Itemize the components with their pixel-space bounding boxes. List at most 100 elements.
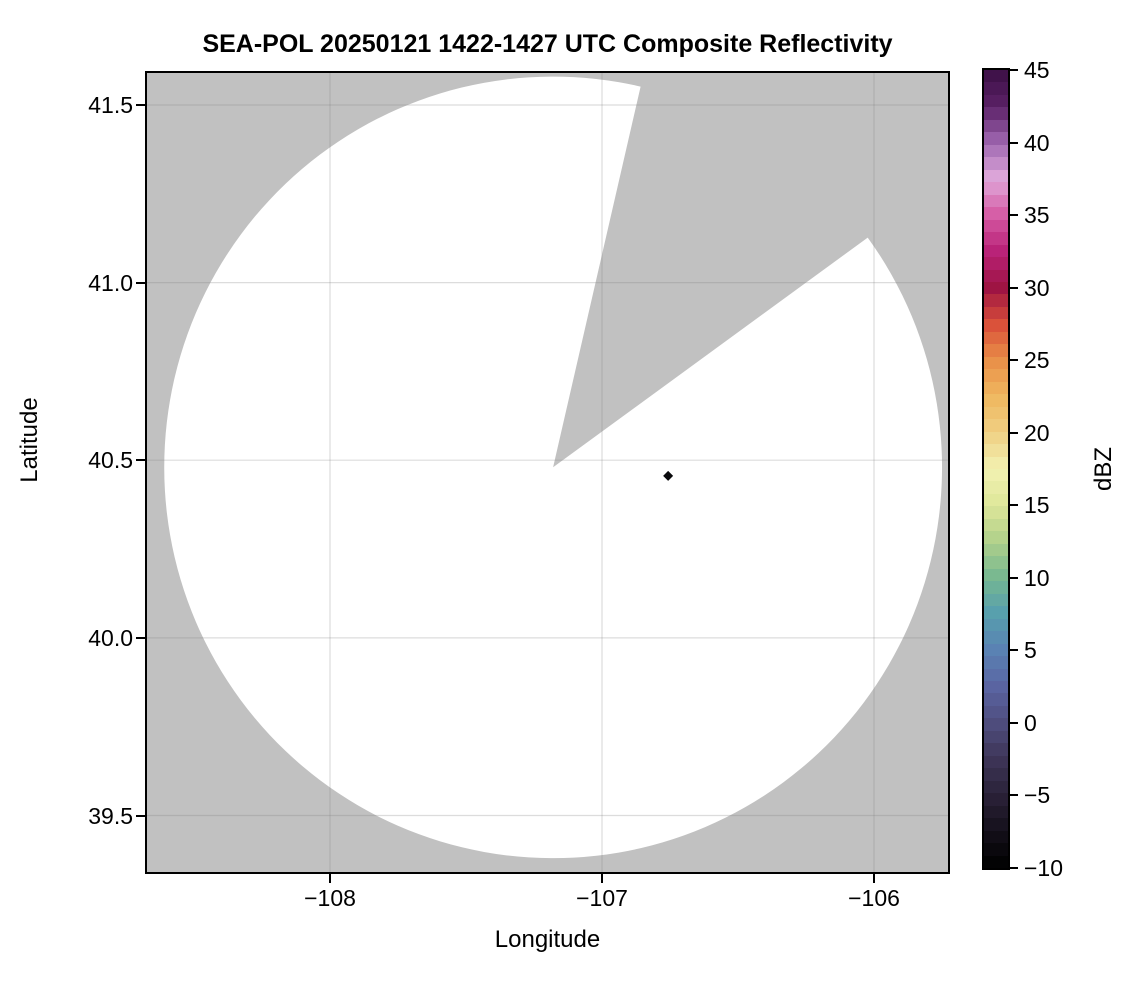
colorbar-label: dBZ [1090,446,1117,492]
colorbar-tick [1010,794,1018,797]
colorbar-band [984,306,1008,320]
colorbar-band [984,481,1008,494]
colorbar-band [984,556,1008,569]
colorbar-tick-label: 10 [1024,564,1050,591]
colorbar-tick [1010,867,1018,869]
colorbar-band [984,219,1008,233]
colorbar-tick [1010,431,1018,434]
colorbar-band [984,169,1008,183]
colorbar-tick-label: 0 [1024,709,1037,736]
colorbar-band [984,269,1008,282]
colorbar-band [984,207,1008,220]
colorbar-band [984,469,1008,482]
y-axis-tick [136,103,145,106]
chart-title: SEA-POL 20250121 1422-1427 UTC Composite… [202,30,893,58]
colorbar-band [984,768,1008,781]
colorbar-band [984,743,1008,756]
colorbar-band [984,319,1008,332]
colorbar-tick [1010,214,1018,217]
colorbar-band [984,356,1008,370]
colorbar-band [984,431,1008,445]
colorbar-tick-label: 30 [1024,274,1050,301]
colorbar-tick [1010,504,1018,507]
colorbar-band [984,119,1008,133]
colorbar-tick [1010,721,1018,724]
colorbar-band [984,70,1008,83]
colorbar-band [984,419,1008,432]
colorbar-band [984,182,1008,195]
colorbar-band [984,132,1008,145]
colorbar-band [984,281,1008,295]
colorbar-tick-label: 35 [1024,202,1050,229]
colorbar-band [984,843,1008,856]
colorbar-band [984,406,1008,420]
colorbar-tick [1010,69,1018,71]
colorbar-tick-label: −10 [1024,855,1064,881]
colorbar-band [984,381,1008,395]
colorbar-tick-label: 25 [1024,347,1050,374]
y-axis-tick-label: 41.5 [88,91,133,118]
colorbar-band [984,506,1008,519]
colorbar [982,68,1010,870]
colorbar-band [984,331,1008,345]
colorbar-band [984,344,1008,357]
colorbar-tick-label: 15 [1024,492,1050,519]
colorbar-band [984,618,1008,632]
radar-echo [663,470,674,481]
colorbar-band [984,680,1008,694]
colorbar-band [984,693,1008,706]
x-axis-label: Longitude [494,926,601,953]
colorbar-tick [1010,359,1018,362]
radar-coverage-area [164,76,943,859]
colorbar-band [984,531,1008,544]
y-axis-tick [136,459,145,462]
colorbar-band [984,518,1008,532]
colorbar-band [984,705,1008,719]
plot-area [145,71,950,874]
colorbar-band [984,755,1008,769]
colorbar-band [984,631,1008,644]
colorbar-band [984,493,1008,507]
colorbar-band [984,593,1008,607]
x-axis-tick-label: −108 [304,885,356,911]
colorbar-band [984,107,1008,120]
colorbar-band [984,668,1008,681]
colorbar-tick-label: 20 [1024,419,1050,446]
colorbar-band [984,730,1008,744]
colorbar-band [984,144,1008,158]
radar-coverage-canvas [147,73,948,872]
x-axis-tick [329,874,332,883]
colorbar-band [984,456,1008,469]
y-axis-tick-label: 40.0 [88,624,133,651]
y-axis-tick-label: 39.5 [88,802,133,829]
colorbar-tick-label: −5 [1024,782,1051,809]
colorbar-band [984,568,1008,582]
colorbar-tick [1010,141,1018,144]
colorbar-band [984,543,1008,557]
y-axis-tick [136,281,145,284]
colorbar-band [984,855,1008,868]
colorbar-band [984,194,1008,208]
colorbar-band [984,643,1008,657]
colorbar-tick-label: 5 [1024,637,1037,664]
colorbar-tick-label: 45 [1024,57,1050,83]
y-axis-tick [136,636,145,639]
y-axis-tick-label: 41.0 [88,269,133,296]
colorbar-band [984,718,1008,731]
colorbar-band [984,294,1008,307]
colorbar-band [984,830,1008,844]
colorbar-band [984,232,1008,245]
colorbar-band [984,656,1008,669]
colorbar-band [984,581,1008,594]
colorbar-band [984,805,1008,819]
colorbar-band [984,82,1008,95]
y-axis-tick [136,814,145,817]
colorbar-band [984,157,1008,170]
y-axis-tick-label: 40.5 [88,447,133,474]
colorbar-tick [1010,576,1018,579]
colorbar-band [984,606,1008,619]
x-axis-tick [873,874,876,883]
x-axis-tick-label: −106 [848,885,900,911]
colorbar-band [984,257,1008,270]
